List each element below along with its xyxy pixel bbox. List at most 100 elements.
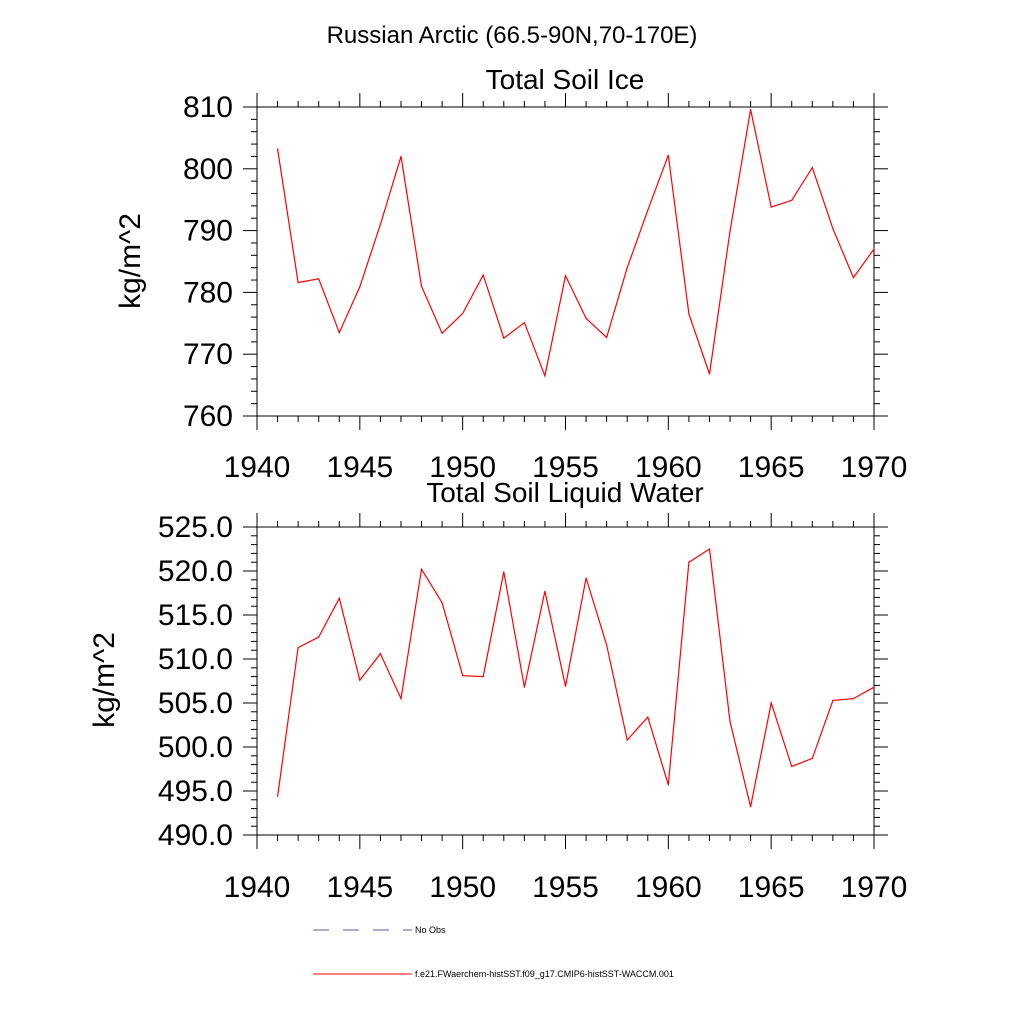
data-point bbox=[338, 331, 340, 334]
data-point bbox=[811, 166, 813, 169]
data-point bbox=[688, 313, 690, 315]
x-tick-label: 1945 bbox=[326, 451, 393, 484]
data-point bbox=[811, 757, 813, 760]
panel-total-soil-ice: Total Soil Ice kg/m^2 1940 1945 1950 1955 19… bbox=[114, 64, 907, 484]
y-tick-label: 500.0 bbox=[158, 731, 233, 764]
panel-total-soil-liquid-water: Total Soil Liquid Water kg/m^2 1940 1945 1… bbox=[88, 477, 907, 904]
data-point bbox=[729, 230, 731, 232]
data-point bbox=[379, 223, 381, 226]
y-tick-label: 505.0 bbox=[158, 687, 233, 720]
legend-label-no-obs: No Obs bbox=[415, 925, 446, 935]
data-point bbox=[503, 337, 505, 339]
data-point bbox=[667, 154, 669, 156]
data-point bbox=[544, 375, 546, 377]
data-point bbox=[564, 275, 567, 277]
data-point bbox=[852, 698, 855, 700]
data-point bbox=[708, 373, 711, 375]
x-tick-label: 1965 bbox=[738, 871, 805, 904]
panel-title: Total Soil Ice bbox=[486, 64, 645, 95]
data-point bbox=[585, 577, 587, 579]
data-point bbox=[791, 765, 793, 767]
data-point bbox=[667, 784, 669, 786]
x-tick-label: 1945 bbox=[326, 871, 393, 904]
data-point bbox=[503, 571, 505, 573]
data-point bbox=[420, 568, 423, 570]
data-point bbox=[750, 806, 752, 808]
y-tick-label: 760 bbox=[183, 400, 233, 433]
data-point bbox=[873, 686, 875, 688]
data-point bbox=[708, 548, 711, 550]
data-point bbox=[523, 322, 525, 324]
y-tick-label: 495.0 bbox=[158, 775, 233, 808]
data-point bbox=[647, 209, 649, 211]
x-tick-label: 1970 bbox=[841, 451, 908, 484]
data-point bbox=[832, 228, 834, 230]
data-point bbox=[297, 281, 299, 284]
data-point bbox=[318, 636, 320, 638]
panel-title: Total Soil Liquid Water bbox=[426, 477, 704, 508]
data-point bbox=[276, 795, 279, 797]
data-point bbox=[400, 698, 402, 700]
y-tick-label: 770 bbox=[183, 338, 233, 371]
data-point bbox=[585, 317, 587, 319]
x-tick-label: 1970 bbox=[841, 871, 908, 904]
data-point bbox=[770, 702, 772, 704]
x-tick-label: 1940 bbox=[224, 451, 291, 484]
y-tick-label: 490.0 bbox=[158, 819, 233, 852]
data-point bbox=[852, 276, 855, 279]
data-point bbox=[482, 274, 484, 276]
x-tick-label: 1940 bbox=[224, 871, 291, 904]
data-point bbox=[791, 199, 793, 201]
x-tick-label: 1950 bbox=[429, 451, 496, 484]
y-axis-label: kg/m^2 bbox=[114, 213, 147, 309]
data-point bbox=[462, 675, 464, 677]
data-point bbox=[359, 679, 361, 681]
y-tick-label: 800 bbox=[183, 153, 233, 186]
y-tick-label: 780 bbox=[183, 276, 233, 309]
y-tick-label: 525.0 bbox=[158, 511, 233, 544]
data-point bbox=[626, 739, 628, 741]
y-axis-label: kg/m^2 bbox=[88, 632, 121, 728]
legend-label-model: f.e21.FWaerchem-histSST.f09_g17.CMIP6-hi… bbox=[415, 969, 674, 979]
data-point bbox=[276, 148, 279, 150]
data-point bbox=[338, 597, 340, 599]
y-tick-label: 520.0 bbox=[158, 555, 233, 588]
data-point bbox=[297, 646, 299, 649]
data-point bbox=[647, 716, 649, 718]
data-point bbox=[462, 312, 464, 315]
data-point bbox=[544, 590, 546, 592]
data-point bbox=[750, 108, 752, 111]
y-tick-label: 810 bbox=[183, 91, 233, 124]
figure-title: Russian Arctic (66.5-90N,70-170E) bbox=[327, 22, 698, 49]
data-point bbox=[626, 267, 628, 269]
data-point bbox=[400, 155, 402, 158]
data-point bbox=[318, 278, 320, 280]
data-point bbox=[606, 336, 608, 339]
data-point bbox=[523, 686, 525, 688]
data-point bbox=[606, 644, 608, 646]
x-tick-label: 1955 bbox=[532, 871, 599, 904]
data-point bbox=[359, 286, 361, 288]
data-point bbox=[420, 285, 423, 287]
data-point bbox=[729, 720, 731, 723]
data-point bbox=[688, 561, 690, 563]
x-tick-label: 1950 bbox=[429, 871, 496, 904]
plot-frame bbox=[256, 526, 875, 836]
x-tick-label: 1955 bbox=[532, 451, 599, 484]
data-point bbox=[482, 676, 484, 678]
data-point bbox=[564, 685, 567, 687]
data-point bbox=[379, 653, 381, 655]
data-point bbox=[832, 699, 834, 701]
x-tick-label: 1965 bbox=[738, 451, 805, 484]
x-tick-label: 1960 bbox=[635, 871, 702, 904]
series-line bbox=[277, 109, 875, 378]
data-point bbox=[873, 248, 875, 250]
data-point bbox=[441, 332, 443, 334]
x-tick-label: 1960 bbox=[635, 451, 702, 484]
plot-frame bbox=[256, 106, 875, 417]
y-tick-label: 510.0 bbox=[158, 643, 233, 676]
y-tick-label: 515.0 bbox=[158, 599, 233, 632]
data-point bbox=[770, 206, 772, 208]
y-tick-label: 790 bbox=[183, 215, 233, 248]
